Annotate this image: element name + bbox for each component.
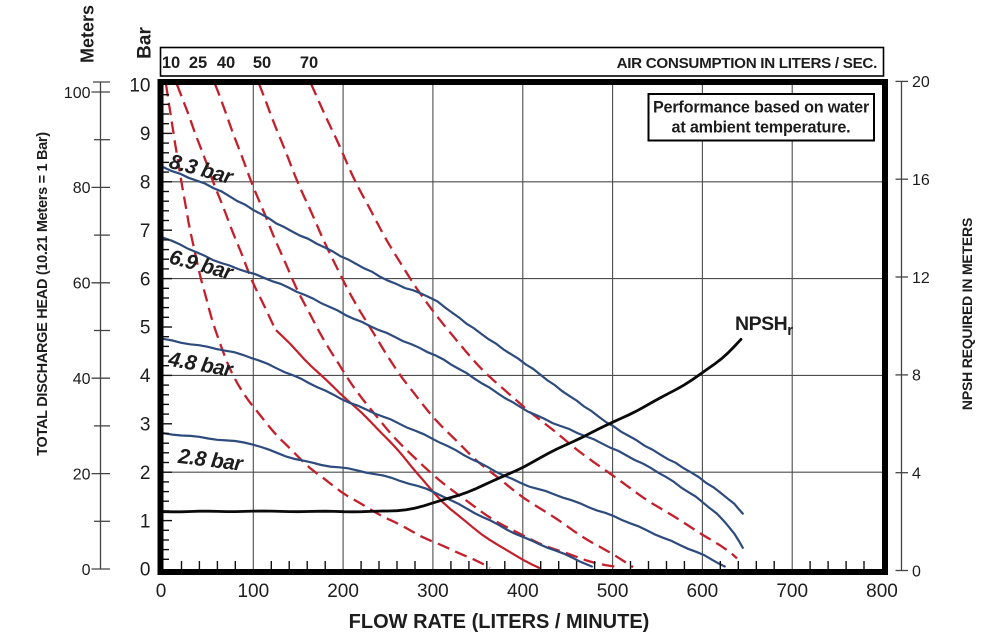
svg-text:FLOW RATE (LITERS / MINUTE): FLOW RATE (LITERS / MINUTE)	[349, 611, 650, 633]
svg-text:80: 80	[73, 180, 91, 197]
svg-text:800: 800	[866, 581, 898, 602]
svg-text:25: 25	[189, 54, 207, 72]
svg-text:at ambient temperature.: at ambient temperature.	[672, 119, 851, 137]
svg-text:200: 200	[327, 581, 359, 602]
svg-text:Bar: Bar	[135, 27, 156, 59]
svg-text:600: 600	[687, 581, 719, 602]
svg-text:NPSH REQUIRED IN METERS: NPSH REQUIRED IN METERS	[959, 218, 975, 410]
svg-text:40: 40	[217, 54, 235, 72]
svg-text:20: 20	[912, 74, 930, 91]
svg-text:20: 20	[73, 466, 91, 483]
svg-text:Performance based on water: Performance based on water	[653, 99, 870, 117]
svg-text:10: 10	[162, 54, 180, 72]
svg-text:0: 0	[156, 581, 167, 602]
svg-text:400: 400	[507, 581, 539, 602]
svg-text:16: 16	[912, 172, 930, 189]
svg-text:500: 500	[597, 581, 629, 602]
svg-text:12: 12	[912, 270, 930, 287]
svg-text:TOTAL DISCHARGE HEAD (10.21 Me: TOTAL DISCHARGE HEAD (10.21 Meters = 1 B…	[35, 132, 51, 456]
svg-text:0: 0	[140, 560, 151, 581]
svg-text:7: 7	[140, 221, 151, 242]
svg-text:40: 40	[73, 371, 91, 388]
svg-text:70: 70	[300, 54, 318, 72]
svg-text:0: 0	[82, 562, 91, 579]
svg-text:4: 4	[140, 366, 151, 387]
svg-text:NPSHr: NPSHr	[735, 313, 793, 339]
svg-text:6: 6	[140, 269, 151, 290]
svg-text:8: 8	[140, 173, 151, 194]
svg-text:60: 60	[73, 276, 91, 293]
svg-text:3: 3	[140, 415, 151, 436]
svg-text:100: 100	[237, 581, 269, 602]
svg-text:9: 9	[140, 124, 151, 145]
svg-text:300: 300	[417, 581, 449, 602]
svg-text:700: 700	[776, 581, 808, 602]
svg-text:1: 1	[140, 511, 151, 532]
svg-text:2: 2	[140, 463, 151, 484]
svg-text:8: 8	[912, 368, 921, 385]
svg-text:0: 0	[912, 563, 921, 580]
svg-text:AIR CONSUMPTION IN LITERS / SE: AIR CONSUMPTION IN LITERS / SEC.	[617, 55, 877, 72]
svg-text:10: 10	[129, 76, 150, 97]
svg-text:Meters: Meters	[78, 5, 98, 63]
svg-text:5: 5	[140, 318, 151, 339]
svg-text:4: 4	[912, 466, 921, 483]
svg-text:50: 50	[253, 54, 271, 72]
svg-text:100: 100	[64, 85, 91, 102]
